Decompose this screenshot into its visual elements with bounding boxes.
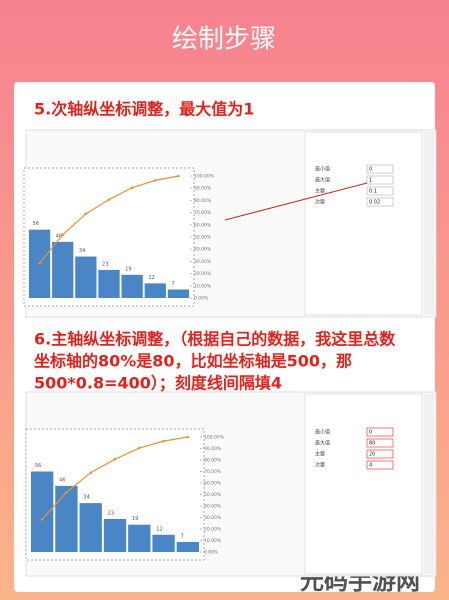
field-value: 0 — [369, 430, 372, 436]
y2-tick-label: 0.00% — [194, 296, 209, 302]
step-text: 500*0.8=400）；刻度线间隔填4 — [34, 374, 282, 393]
bar — [128, 524, 151, 552]
bar — [30, 471, 54, 552]
bar-label: 46 — [56, 233, 62, 239]
field-value: 0.1 — [369, 189, 377, 195]
field-box — [366, 460, 394, 470]
cumulative-point — [107, 198, 111, 201]
pointer-arrow — [224, 182, 368, 221]
field-box — [366, 186, 394, 196]
field-label: 最大值 — [315, 440, 330, 447]
y2-tick-label: 10.00% — [204, 538, 222, 544]
cumulative-point — [186, 435, 190, 439]
y2-tick-label: 0.00% — [204, 550, 219, 556]
bar-label: 56 — [35, 463, 41, 469]
y2-tick-label: 40.00% — [194, 247, 212, 253]
bar — [176, 541, 200, 552]
y2-tick-label: 50.00% — [204, 492, 222, 498]
side-panel — [304, 393, 423, 575]
cumulative-point — [40, 518, 44, 521]
bar-label: 12 — [148, 275, 154, 281]
cumulative-point — [162, 439, 165, 443]
field-label: 最小值 — [315, 166, 330, 173]
field-box — [366, 175, 394, 185]
y2-tick-label: 90.00% — [194, 186, 212, 192]
y2-tick-label: 70.00% — [194, 210, 212, 216]
cumulative-point — [113, 457, 117, 461]
field-box — [366, 164, 394, 174]
step-text: 5.次轴纵坐标调整，最大值为1 — [34, 100, 254, 119]
y2-tick-label: 20.00% — [204, 527, 222, 533]
bar-label: 34 — [83, 495, 89, 501]
y2-tick-label: 10.00% — [194, 283, 212, 289]
cumulative-point — [65, 491, 68, 494]
cumulative-point — [137, 446, 141, 450]
y2-tick-label: 80.00% — [204, 458, 222, 464]
y2-tick-label: 30.00% — [194, 259, 212, 265]
side-panel — [304, 131, 423, 316]
bar — [98, 269, 120, 298]
bar-label: 46 — [59, 477, 65, 483]
field-box — [366, 197, 394, 207]
field-value: 0.02 — [369, 200, 380, 206]
y2-tick-label: 60.00% — [204, 481, 222, 487]
field-value: 0 — [369, 167, 372, 173]
step-text: 6.主轴纵坐标调整，（根据自己的数据，我这里总数 — [34, 330, 396, 349]
y2-tick-label: 100.00% — [204, 435, 225, 441]
field-value: 4 — [369, 463, 372, 469]
field-box — [366, 449, 394, 459]
field-value: 1 — [369, 178, 372, 184]
y2-tick-label: 80.00% — [194, 198, 212, 204]
y2-tick-label: 60.00% — [194, 222, 212, 228]
bar-label: 23 — [108, 510, 114, 516]
field-box — [366, 427, 394, 437]
cumulative-point — [89, 471, 93, 474]
step-text: 坐标轴的80%是80，比如坐标轴是500，那 — [34, 352, 352, 371]
cumulative-point — [153, 179, 157, 182]
y2-tick-label: 30.00% — [204, 515, 222, 521]
bar — [75, 256, 97, 298]
y2-tick-label: 40.00% — [204, 504, 222, 510]
toolbar — [424, 132, 434, 315]
bar-label: 56 — [33, 221, 39, 227]
field-label: 最大值 — [315, 177, 330, 184]
field-value: 80 — [369, 441, 375, 447]
field-label: 主要 — [315, 188, 325, 195]
cumulative-point — [130, 186, 134, 190]
bar — [121, 274, 143, 298]
bar-label: 23 — [102, 261, 108, 267]
field-label: 最小值 — [315, 429, 330, 436]
bar-label: 34 — [79, 248, 85, 254]
bar — [52, 241, 74, 298]
bar-label: 19 — [132, 516, 138, 522]
cumulative-point — [177, 174, 180, 178]
field-box — [366, 438, 394, 448]
y2-tick-label: 90.00% — [204, 446, 222, 452]
toolbar — [424, 394, 434, 574]
bar-label: 7 — [181, 533, 184, 539]
field-label: 次要 — [315, 462, 325, 469]
bar — [79, 503, 102, 552]
cumulative-point — [84, 212, 88, 216]
bar — [103, 518, 127, 552]
field-label: 主要 — [315, 451, 325, 458]
bar-label: 19 — [125, 266, 131, 272]
bar — [55, 485, 78, 552]
bar — [144, 283, 166, 298]
y2-tick-label: 70.00% — [204, 469, 222, 475]
field-label: 次要 — [315, 199, 325, 206]
bar-label: 7 — [171, 281, 174, 287]
field-value: 20 — [369, 452, 375, 458]
cumulative-point — [38, 262, 41, 265]
bar-label: 12 — [156, 526, 162, 532]
y2-tick-label: 100.00% — [194, 174, 215, 180]
y2-tick-label: 20.00% — [194, 271, 212, 277]
page-title: 绘制步骤 — [172, 25, 276, 55]
bar — [167, 289, 190, 298]
y2-tick-label: 50.00% — [194, 235, 212, 241]
cumulative-point — [61, 233, 65, 237]
bar — [152, 534, 175, 552]
